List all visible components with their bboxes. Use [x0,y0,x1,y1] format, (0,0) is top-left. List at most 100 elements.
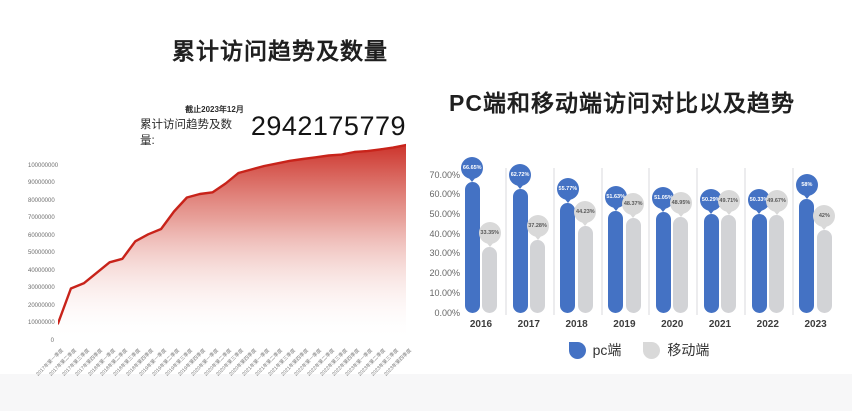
balloon-tail [516,184,525,190]
pc-bar-2020 [655,212,671,313]
year-label: 2021 [708,319,732,330]
mobile-bar-2019 [625,217,641,313]
y-tick-label: 0.00% [434,307,460,318]
balloon-tail [724,210,733,216]
mobile-bar-2021 [721,215,737,313]
mobile-value-balloon: 33.35% [478,222,501,245]
year-label: 2019 [613,319,636,330]
pc-bar-2022 [751,213,767,313]
legend-item-mobile: 移动端 [643,340,709,360]
pc-value-balloon: 51.63% [604,186,627,209]
balloon-tail [676,211,685,217]
balloon-tail [772,210,781,216]
y-tick-label: 40.00% [429,228,460,239]
cumulative-annotation: 截止2023年12月 累计访问趋势及数量: 2942175779 [140,104,406,148]
mobile-value-balloon: 48.37% [622,192,645,215]
cumulative-total-value: 2942175779 [250,111,406,141]
mobile-series-drop-icon [643,341,661,359]
year-label: 2022 [756,319,779,330]
pc-value-balloon: 58% [795,173,818,196]
pc-bar-2016 [464,181,480,313]
balloon-tail [611,206,620,212]
mobile-value-balloon: 44.23% [574,200,597,223]
mobile-value-balloon: 48.95% [669,191,692,214]
pc-value-balloon: 55.77% [556,178,579,201]
y-tick-label: 20000000 [28,302,55,309]
balloon-tail [659,207,668,213]
group-separator [791,168,794,315]
cumulative-total-label: 累计访问趋势及数量: [140,119,232,147]
y-tick-label: 20.00% [429,268,460,279]
balloon-tail [820,225,829,231]
left-x-axis: 2017年第一季度 2017年第二季度 2017年第三季度 2017年第四季度 2018… [35,138,413,378]
y-tick-label: 80000000 [28,197,55,204]
pc-value-balloon: 50.33% [748,188,771,211]
group-separator [696,168,699,315]
y-tick-label: 60.00% [429,189,460,200]
pc-value-balloon: 66.65% [461,156,484,179]
y-tick-label: 10000000 [28,320,55,326]
bottom-strip [0,374,852,411]
as-of-date-label: 截止2023年12月 [185,105,244,114]
pc-bar-2017 [512,189,528,313]
group-separator [600,168,603,315]
mobile-bar-2023 [816,230,832,313]
year-label: 2017 [517,319,540,330]
mobile-bar-2022 [769,215,785,313]
cumulative-area-chart: 100000000 90000000 80000000 70000000 6000000… [28,138,428,408]
mobile-series-label: 移动端 [667,342,710,358]
balloon-tail [468,176,477,182]
group-separator [743,168,746,315]
pc-series-label: pc端 [592,342,622,358]
pc-bar-2019 [608,211,624,313]
y-tick-label: 70.00% [429,169,460,180]
y-tick-label: 60000000 [28,232,55,239]
cumulative-chart-title: 累计访问趋势及数量 [172,38,388,64]
mobile-bar-2016 [482,247,498,313]
balloon-tail [629,212,638,218]
left-plot-area [56,138,408,344]
y-tick-label: 50000000 [28,250,55,256]
area-fill [58,145,406,341]
pc-bar-2023 [799,198,815,313]
year-label: 2018 [565,319,588,330]
pc-value-balloon: 51.05% [652,187,675,210]
mobile-bar-2018 [577,225,593,313]
y-tick-label: 0 [50,337,54,344]
group-separator [504,168,507,315]
chart-legend: pc端 移动端 [426,336,852,364]
year-label: 2016 [469,319,493,330]
left-y-axis: 100000000 90000000 80000000 70000000 6000000… [28,138,59,348]
pc-value-balloon: 62.72% [509,164,532,187]
y-tick-label: 70000000 [28,215,55,221]
cumulative-annotation-labels: 截止2023年12月 累计访问趋势及数量: [140,104,244,148]
legend-item-pc: pc端 [568,340,622,360]
comparison-chart-title: PC端和移动端访问对比以及趋势 [449,90,795,116]
y-tick-label: 30000000 [28,285,55,291]
pc-bar-2018 [560,203,576,313]
mobile-value-balloon: 49.67% [765,190,788,213]
mobile-value-balloon: 49.71% [717,190,740,213]
balloon-tail [533,234,542,240]
balloon-tail [707,208,716,214]
trend-line [56,143,408,325]
balloon-tail [755,208,764,214]
mobile-value-balloon: 42% [813,205,836,228]
balloon-tail [563,198,572,204]
balloon-tail [581,220,590,226]
balloon-tail [485,242,494,248]
y-tick-label: 100000000 [28,162,59,169]
year-label: 2023 [804,319,827,330]
y-tick-label: 40000000 [28,267,55,274]
y-tick-label: 30.00% [429,248,460,259]
mobile-bar-2017 [530,239,546,313]
mobile-bar-2020 [673,216,689,313]
pc-bar-2021 [703,213,719,313]
pc-mobile-bar-chart: 70.00% 60.00% 50.00% 40.00% 30.00% 20.00% 10.0… [426,140,852,400]
mobile-value-balloon: 37.28% [526,214,549,237]
pc-value-balloon: 50.29% [700,188,723,211]
y-tick-label: 10.00% [429,287,460,298]
y-tick-label: 50.00% [429,209,460,219]
y-tick-label: 90000000 [28,180,55,186]
